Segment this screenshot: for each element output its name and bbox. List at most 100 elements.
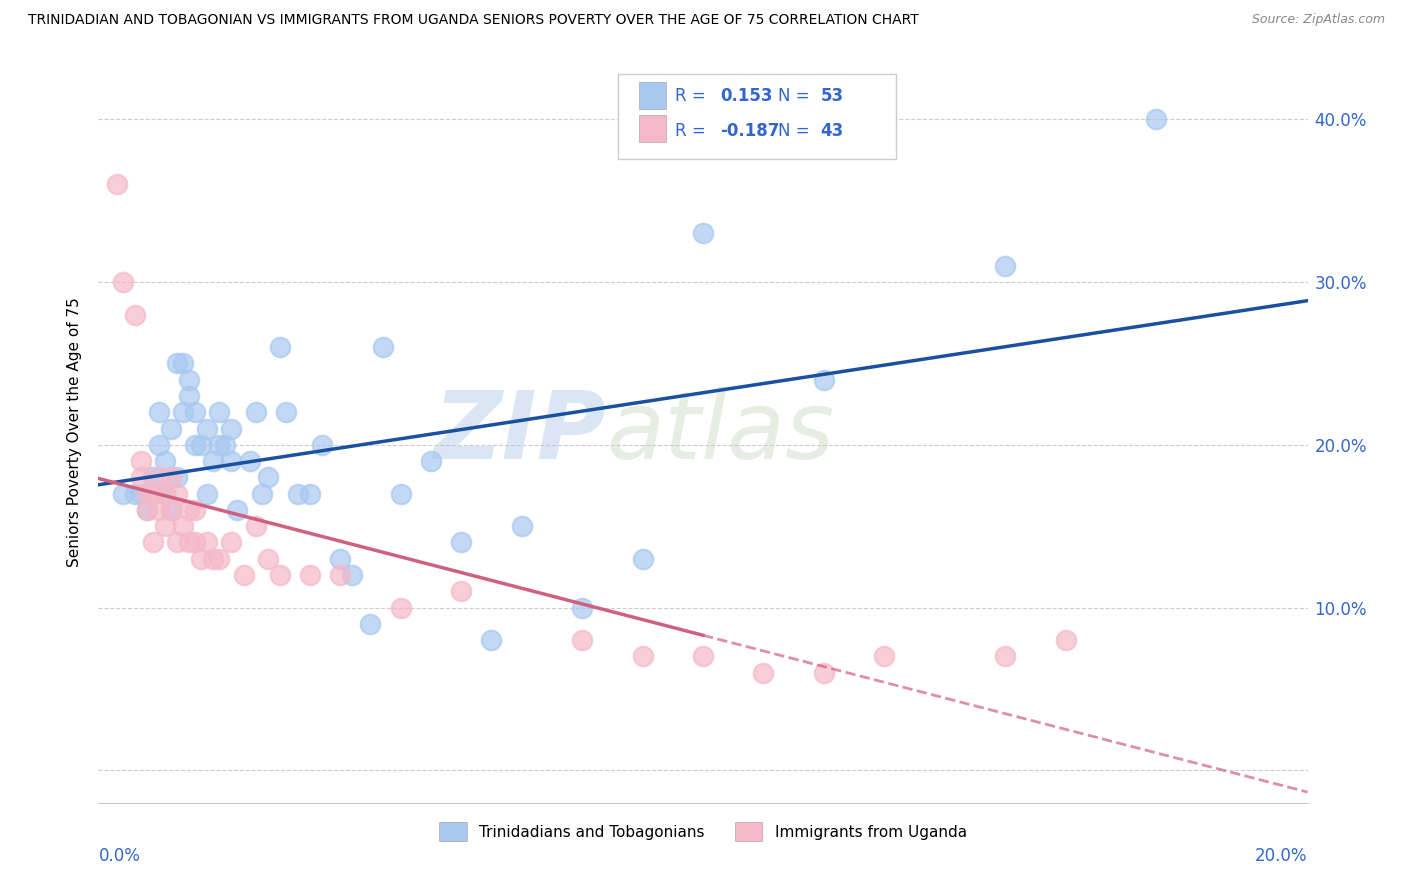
Point bbox=[135, 503, 157, 517]
Point bbox=[142, 486, 165, 500]
Text: TRINIDADIAN AND TOBAGONIAN VS IMMIGRANTS FROM UGANDA SENIORS POVERTY OVER THE AG: TRINIDADIAN AND TOBAGONIAN VS IMMIGRANTS… bbox=[28, 13, 920, 28]
Point bbox=[179, 535, 201, 549]
Text: -0.187: -0.187 bbox=[720, 122, 779, 140]
Point bbox=[631, 649, 654, 664]
Point bbox=[389, 486, 412, 500]
Point bbox=[111, 275, 134, 289]
Point bbox=[274, 405, 297, 419]
Point bbox=[420, 454, 443, 468]
Point bbox=[195, 535, 218, 549]
Point bbox=[160, 503, 183, 517]
Y-axis label: Seniors Poverty Over the Age of 75: Seniors Poverty Over the Age of 75 bbox=[67, 298, 83, 567]
Point bbox=[221, 535, 243, 549]
Point bbox=[245, 405, 267, 419]
Point bbox=[208, 438, 231, 452]
Point bbox=[208, 405, 231, 419]
Point bbox=[172, 519, 194, 533]
Point bbox=[153, 486, 176, 500]
Point bbox=[195, 421, 218, 435]
Point bbox=[105, 178, 128, 192]
Point bbox=[148, 470, 170, 484]
Point bbox=[195, 486, 218, 500]
Point bbox=[221, 421, 243, 435]
Point bbox=[813, 665, 835, 680]
Point bbox=[389, 600, 412, 615]
Legend: Trinidadians and Tobagonians, Immigrants from Uganda: Trinidadians and Tobagonians, Immigrants… bbox=[433, 816, 973, 847]
Point bbox=[111, 486, 134, 500]
Point bbox=[166, 356, 188, 370]
Point bbox=[571, 633, 593, 648]
Text: R =: R = bbox=[675, 87, 711, 104]
Point bbox=[873, 649, 896, 664]
Point bbox=[245, 519, 267, 533]
Point bbox=[481, 633, 503, 648]
Point bbox=[184, 503, 207, 517]
FancyBboxPatch shape bbox=[638, 115, 665, 142]
Point bbox=[190, 438, 212, 452]
Point bbox=[329, 568, 352, 582]
Point bbox=[342, 568, 364, 582]
Point bbox=[1054, 633, 1077, 648]
Text: 0.0%: 0.0% bbox=[98, 847, 141, 865]
Point bbox=[129, 486, 152, 500]
Point bbox=[142, 535, 165, 549]
Point bbox=[129, 454, 152, 468]
Text: 53: 53 bbox=[820, 87, 844, 104]
Point bbox=[190, 551, 212, 566]
Text: atlas: atlas bbox=[606, 387, 835, 478]
Point bbox=[202, 454, 225, 468]
Point bbox=[166, 535, 188, 549]
Point bbox=[124, 486, 146, 500]
Text: 0.153: 0.153 bbox=[720, 87, 772, 104]
Point bbox=[299, 568, 322, 582]
Point bbox=[148, 438, 170, 452]
Point bbox=[287, 486, 309, 500]
Point bbox=[450, 535, 472, 549]
Point bbox=[232, 568, 254, 582]
Point bbox=[239, 454, 262, 468]
Text: R =: R = bbox=[675, 122, 711, 140]
Point bbox=[124, 308, 146, 322]
Point bbox=[148, 405, 170, 419]
Point bbox=[692, 649, 714, 664]
Point bbox=[450, 584, 472, 599]
Point bbox=[299, 486, 322, 500]
Point bbox=[153, 486, 176, 500]
Point bbox=[166, 486, 188, 500]
FancyBboxPatch shape bbox=[619, 73, 897, 159]
Text: N =: N = bbox=[778, 122, 815, 140]
Text: 43: 43 bbox=[820, 122, 844, 140]
Point bbox=[311, 438, 333, 452]
Point bbox=[813, 373, 835, 387]
Point bbox=[184, 535, 207, 549]
FancyBboxPatch shape bbox=[638, 82, 665, 109]
Point bbox=[1144, 112, 1167, 127]
Point bbox=[142, 470, 165, 484]
Point bbox=[221, 454, 243, 468]
Point bbox=[256, 551, 278, 566]
Point bbox=[179, 373, 201, 387]
Point bbox=[160, 421, 183, 435]
Point bbox=[202, 551, 225, 566]
Point bbox=[371, 340, 394, 354]
Point bbox=[135, 503, 157, 517]
Text: N =: N = bbox=[778, 87, 815, 104]
Point bbox=[184, 405, 207, 419]
Point bbox=[631, 551, 654, 566]
Point bbox=[135, 486, 157, 500]
Point bbox=[179, 389, 201, 403]
Point bbox=[153, 454, 176, 468]
Point bbox=[269, 568, 291, 582]
Point bbox=[360, 616, 382, 631]
Text: ZIP: ZIP bbox=[433, 386, 606, 479]
Point bbox=[172, 405, 194, 419]
Point bbox=[179, 503, 201, 517]
Point bbox=[256, 470, 278, 484]
Point bbox=[510, 519, 533, 533]
Text: Source: ZipAtlas.com: Source: ZipAtlas.com bbox=[1251, 13, 1385, 27]
Point bbox=[994, 649, 1017, 664]
Point bbox=[208, 551, 231, 566]
Point bbox=[692, 227, 714, 241]
Point bbox=[160, 503, 183, 517]
Point bbox=[160, 470, 183, 484]
